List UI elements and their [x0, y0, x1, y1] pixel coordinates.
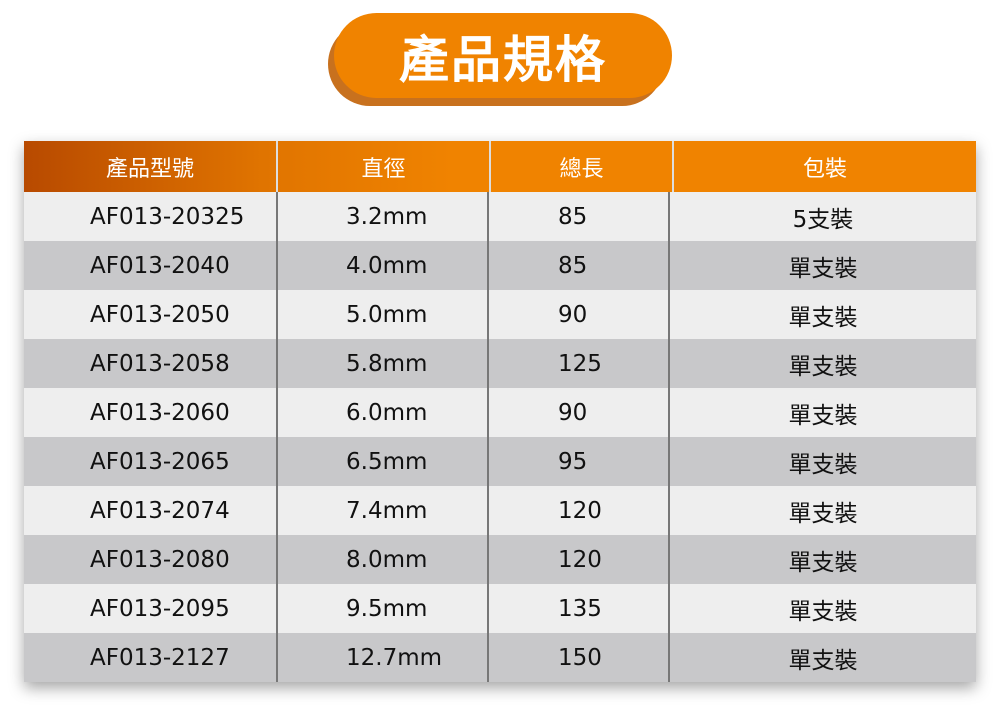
cell-package: 單支裝 [668, 584, 976, 633]
cell-model: AF013-2074 [90, 497, 230, 524]
header-model: 產品型號 [105, 156, 194, 182]
header-package: 包裝 [672, 141, 976, 192]
cell-package: 單支裝 [668, 388, 976, 437]
cell-length: 120 [487, 486, 668, 535]
table-header: 產品型號 直徑 總長 包裝 [24, 141, 976, 192]
cell-package: 單支裝 [668, 241, 976, 290]
cell-diameter: 6.0mm [276, 388, 487, 437]
cell-length: 95 [487, 437, 668, 486]
cell-diameter: 9.5mm [276, 584, 487, 633]
cell-diameter: 8.0mm [276, 535, 487, 584]
cell-package: 單支裝 [668, 290, 976, 339]
cell-length: 150 [487, 633, 668, 682]
cell-package: 單支裝 [668, 437, 976, 486]
table-row: AF013-2074 7.4mm 120 單支裝 [24, 486, 976, 535]
table-row: AF013-2080 8.0mm 120 單支裝 [24, 535, 976, 584]
cell-diameter: 12.7mm [276, 633, 487, 682]
cell-package: 單支裝 [668, 339, 976, 388]
spec-table: 產品型號 直徑 總長 包裝 AF013-20325 3.2mm 85 5支裝 AF013… [24, 141, 976, 682]
cell-diameter: 6.5mm [276, 437, 487, 486]
cell-model: AF013-2058 [90, 350, 230, 377]
cell-length: 120 [487, 535, 668, 584]
cell-diameter: 5.8mm [276, 339, 487, 388]
cell-length: 90 [487, 290, 668, 339]
cell-model: AF013-2095 [90, 595, 230, 622]
cell-model: AF013-2040 [90, 252, 230, 279]
table-row: AF013-2065 6.5mm 95 單支裝 [24, 437, 976, 486]
cell-package: 單支裝 [668, 633, 976, 682]
cell-package: 單支裝 [668, 486, 976, 535]
cell-length: 125 [487, 339, 668, 388]
table-row: AF013-2095 9.5mm 135 單支裝 [24, 584, 976, 633]
cell-model: AF013-2065 [90, 448, 230, 475]
cell-length: 85 [487, 192, 668, 241]
cell-package: 5支裝 [668, 192, 976, 241]
table-row: AF013-2058 5.8mm 125 單支裝 [24, 339, 976, 388]
table-row: AF013-2060 6.0mm 90 單支裝 [24, 388, 976, 437]
cell-diameter: 4.0mm [276, 241, 487, 290]
cell-model: AF013-2080 [90, 546, 230, 573]
table-row: AF013-2040 4.0mm 85 單支裝 [24, 241, 976, 290]
table-row: AF013-2050 5.0mm 90 單支裝 [24, 290, 976, 339]
table-row: AF013-20325 3.2mm 85 5支裝 [24, 192, 976, 241]
cell-length: 90 [487, 388, 668, 437]
cell-model: AF013-2050 [90, 301, 230, 328]
cell-diameter: 5.0mm [276, 290, 487, 339]
header-diameter: 直徑 [276, 141, 489, 192]
header-length: 總長 [489, 141, 672, 192]
table-row: AF013-2127 12.7mm 150 單支裝 [24, 633, 976, 682]
cell-model: AF013-2060 [90, 399, 230, 426]
cell-length: 135 [487, 584, 668, 633]
cell-length: 85 [487, 241, 668, 290]
page-title: 產品規格 [334, 13, 672, 98]
table-body: AF013-20325 3.2mm 85 5支裝 AF013-2040 4.0mm 85 單支… [24, 192, 976, 682]
cell-diameter: 7.4mm [276, 486, 487, 535]
cell-diameter: 3.2mm [276, 192, 487, 241]
cell-model: AF013-20325 [90, 203, 245, 230]
cell-package: 單支裝 [668, 535, 976, 584]
cell-model: AF013-2127 [90, 644, 230, 671]
